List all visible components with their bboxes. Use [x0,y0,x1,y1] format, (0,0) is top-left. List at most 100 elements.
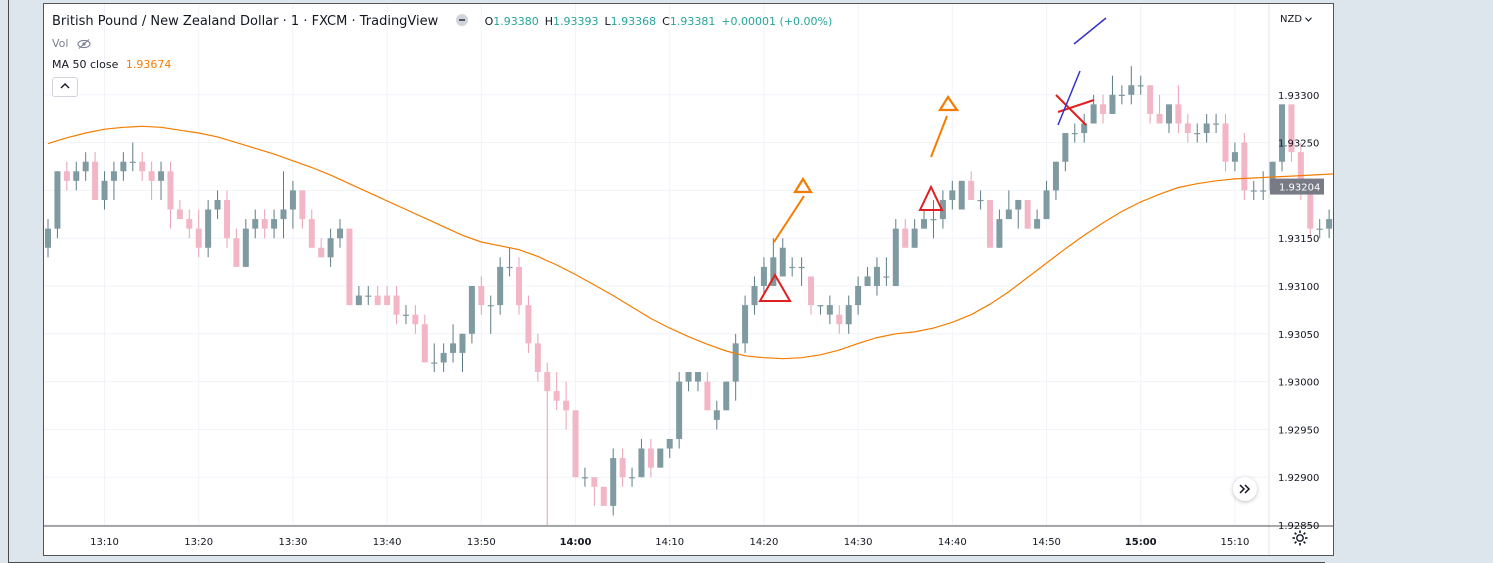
candle-body [921,219,928,229]
candle [139,152,146,181]
candle-body [1147,85,1154,114]
candle [318,238,325,258]
candle-body [393,295,400,315]
volume-indicator-row[interactable]: Vol [52,37,91,50]
candle [581,467,588,487]
candle-body [1071,133,1078,135]
candle-body [581,477,588,479]
time-tick-label: 14:20 [750,537,779,548]
candle [1175,85,1182,134]
candle-body [327,238,334,258]
double-chevron-right-icon [1239,483,1251,494]
candle-body [883,276,890,278]
candle-body [318,247,325,258]
symbol-name: British Pound / New Zealand Dollar [52,14,279,29]
candle-body [440,352,447,363]
eye-slash-icon[interactable] [77,39,91,49]
candle [629,467,636,487]
candle-body [148,171,155,181]
annotations [758,17,1107,302]
candle [205,199,212,258]
symbol-title[interactable]: British Pound / New Zealand Dollar · 1 ·… [52,14,439,29]
candle [534,333,541,382]
candle-body [987,199,993,248]
candle-body [431,362,438,364]
candle-body [1250,190,1257,192]
candle [289,180,296,229]
candle [1015,199,1022,229]
candle-body [760,266,767,286]
candle-body [1184,123,1191,134]
candle [63,161,70,191]
candle-body [92,161,99,200]
candle-body [610,458,617,506]
candle-body [949,190,956,200]
candle-body [195,228,202,248]
candle-body [968,180,975,200]
price-tick-label: 1.92850 [1278,521,1319,532]
time-tick-label: 14:30 [844,537,873,548]
candle [619,448,626,487]
gear-icon[interactable] [1291,529,1309,547]
candle [440,343,447,373]
candle-body [346,228,353,306]
candle [120,152,127,181]
currency-selector[interactable]: NZD [1280,14,1313,25]
red-triangle-2 [918,184,944,211]
candle [657,448,664,468]
candle [459,333,466,373]
candle [563,381,570,430]
candle [402,305,409,325]
close-label: C [662,15,670,28]
candlestick-chart[interactable]: 1.92850 1.92900 1.92950 1.93000 1.93050 1.931… [44,4,1333,555]
candle-body [1062,133,1069,162]
chart-pane[interactable]: 1.92850 1.92900 1.92950 1.93000 1.93050 1.931… [43,3,1334,556]
candle-body [1137,85,1144,87]
candle [1260,171,1267,200]
chevron-down-icon [1305,16,1313,22]
candle [1213,113,1220,134]
price-tick-label: 1.92900 [1278,473,1319,484]
candle [1194,123,1201,143]
candle [949,180,956,210]
ma-indicator-row[interactable]: MA 50 close 1.93674 [52,58,171,71]
candle-body [977,199,984,202]
price-tick-label: 1.92950 [1278,425,1319,436]
candle [167,161,174,229]
minimize-icon[interactable] [456,13,469,26]
candle-body [1156,113,1163,124]
candle-body [82,161,89,172]
blue-line-2 [1057,70,1081,126]
candle-body [930,219,937,221]
candle [271,209,278,239]
candle-body [798,266,805,269]
candle [1071,123,1078,143]
candle [73,161,80,191]
candle-body [657,448,664,468]
candle [129,142,136,172]
candle-body [1043,190,1050,220]
candle-body [1307,190,1314,229]
candle [176,199,183,220]
candle-body [826,305,833,315]
candle-body [1005,209,1012,220]
candle-body [647,448,654,468]
price-tick-label: 1.93150 [1278,234,1319,245]
candle [1034,209,1041,229]
collapse-legend-button[interactable] [52,77,78,97]
time-tick-label: 15:00 [1125,537,1157,548]
scroll-to-realtime-button[interactable] [1233,477,1257,501]
candle [101,171,108,210]
candle [186,209,193,239]
candle [516,257,522,315]
candle [836,305,843,334]
candle-body [355,295,362,306]
candle [666,438,673,459]
candle-body [1241,142,1248,191]
candle [968,171,975,200]
candle [1100,94,1107,124]
candle-body [261,219,268,229]
candle-body [553,391,560,401]
candle [1005,190,1012,220]
time-tick-label: 14:10 [655,537,684,548]
